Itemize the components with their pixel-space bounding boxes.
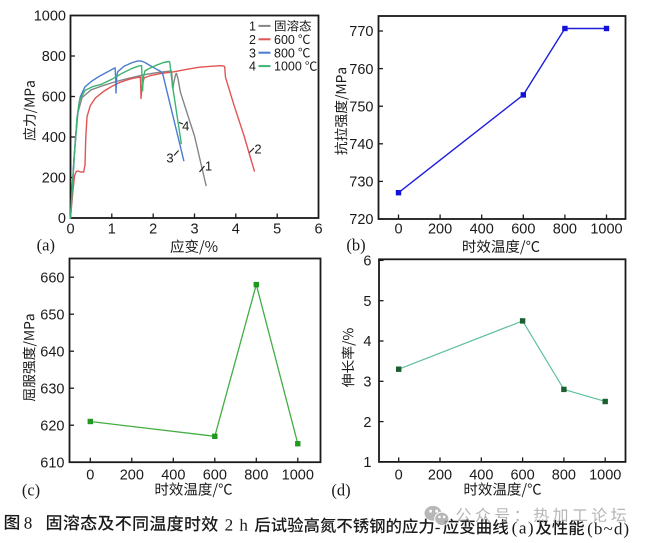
svg-text:2: 2	[363, 415, 371, 431]
svg-text:2: 2	[254, 142, 261, 157]
svg-text:3: 3	[190, 222, 198, 238]
svg-text:4: 4	[363, 334, 371, 350]
svg-text:(d): (d)	[331, 481, 350, 500]
svg-text:(a): (a)	[37, 236, 55, 255]
svg-text:4: 4	[182, 119, 189, 134]
svg-text:3: 3	[166, 151, 173, 166]
svg-text:200: 200	[428, 222, 452, 238]
svg-text:800: 800	[274, 46, 295, 60]
svg-text:(a): (a)	[512, 518, 536, 537]
svg-text:800: 800	[552, 468, 576, 484]
svg-text:750: 750	[349, 99, 373, 115]
svg-text:600: 600	[274, 33, 295, 47]
svg-text:740: 740	[349, 137, 373, 153]
svg-text:1000: 1000	[282, 468, 314, 484]
svg-text:600: 600	[510, 468, 534, 484]
svg-text:2: 2	[149, 222, 157, 238]
svg-text:760: 760	[349, 62, 373, 78]
svg-text:(b~d): (b~d)	[587, 519, 630, 538]
svg-text:1000: 1000	[589, 468, 621, 484]
svg-text:-: -	[435, 518, 441, 537]
svg-text:800: 800	[244, 468, 268, 484]
svg-text:3: 3	[249, 46, 256, 60]
svg-text:0: 0	[66, 222, 74, 238]
svg-text:2: 2	[225, 515, 234, 534]
svg-text:4: 4	[249, 60, 256, 74]
svg-text:1: 1	[363, 455, 371, 471]
svg-text:(b): (b)	[346, 236, 365, 255]
svg-text:8: 8	[24, 513, 33, 532]
svg-text:600: 600	[203, 468, 227, 484]
svg-text:800: 800	[42, 49, 66, 65]
svg-text:2: 2	[249, 33, 256, 47]
svg-text:720: 720	[349, 212, 373, 228]
svg-text:400: 400	[42, 130, 66, 146]
svg-text:640: 640	[40, 344, 64, 360]
svg-text:200: 200	[120, 468, 144, 484]
svg-text:200: 200	[428, 468, 452, 484]
svg-text:610: 610	[40, 455, 64, 471]
svg-text:600: 600	[42, 90, 66, 106]
svg-text:770: 770	[349, 24, 373, 40]
svg-text:400: 400	[469, 468, 493, 484]
svg-text:630: 630	[40, 381, 64, 397]
svg-text:(c): (c)	[22, 481, 40, 500]
svg-text:800: 800	[553, 222, 577, 238]
svg-text:200: 200	[42, 171, 66, 187]
svg-text:0: 0	[394, 222, 402, 238]
svg-text:0: 0	[86, 468, 94, 484]
svg-text:730: 730	[349, 175, 373, 191]
svg-text:5: 5	[363, 294, 371, 310]
svg-text:400: 400	[161, 468, 185, 484]
svg-text:1000: 1000	[34, 9, 66, 25]
svg-text:600: 600	[511, 222, 535, 238]
svg-text:650: 650	[40, 307, 64, 323]
svg-text:1: 1	[108, 222, 116, 238]
svg-text:0: 0	[395, 468, 403, 484]
svg-text:1000: 1000	[590, 222, 622, 238]
svg-text:6: 6	[314, 222, 322, 238]
svg-text:5: 5	[273, 222, 281, 238]
svg-text:1: 1	[205, 159, 212, 174]
svg-text:3: 3	[363, 375, 371, 391]
svg-text:0: 0	[58, 211, 66, 227]
svg-text:660: 660	[40, 270, 64, 286]
svg-text:1000: 1000	[274, 60, 302, 74]
svg-text:6: 6	[363, 254, 371, 270]
svg-text:h: h	[239, 516, 248, 535]
svg-text:620: 620	[40, 418, 64, 434]
svg-text:400: 400	[470, 222, 494, 238]
svg-text:1: 1	[249, 20, 256, 34]
svg-text:4: 4	[232, 222, 240, 238]
